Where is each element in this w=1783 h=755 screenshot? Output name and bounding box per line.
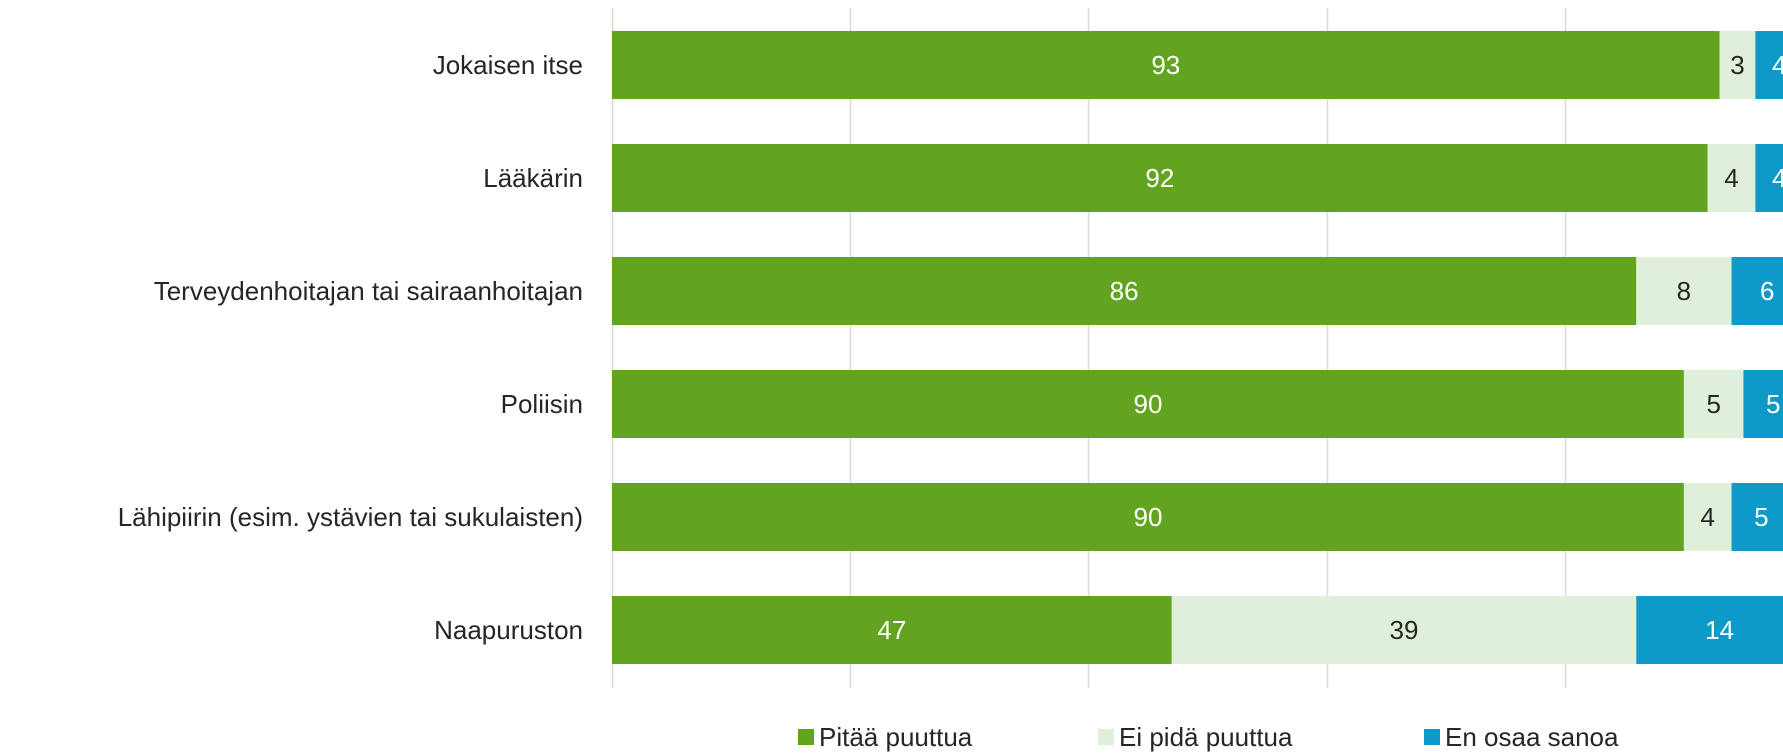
legend-label: Ei pidä puuttua xyxy=(1119,722,1293,752)
category-labels: Jokaisen itse Lääkärin Terveydenhoitajan t… xyxy=(118,50,583,645)
bar-segment xyxy=(1755,31,1783,99)
bar-segment xyxy=(1743,370,1783,438)
data-label: 5 xyxy=(1754,502,1768,532)
bar-segment xyxy=(1636,596,1783,664)
bar-segment xyxy=(1707,144,1756,212)
data-label: 4 xyxy=(1724,163,1738,193)
data-label: 93 xyxy=(1151,50,1180,80)
bars: 93 3 492 4 486 8 690 5 590 4 547 39 14 xyxy=(612,31,1783,664)
category-label: Lääkärin xyxy=(483,163,583,193)
legend-swatch xyxy=(798,729,814,745)
data-label: 86 xyxy=(1110,276,1139,306)
data-label: 39 xyxy=(1390,615,1419,645)
bar-segment xyxy=(612,144,1708,212)
data-label: 5 xyxy=(1766,389,1780,419)
bar-segment xyxy=(1731,483,1783,551)
bar-segment xyxy=(612,257,1637,325)
data-label: 4 xyxy=(1772,163,1783,193)
data-label: 47 xyxy=(877,615,906,645)
data-label: 5 xyxy=(1706,389,1720,419)
data-label: 90 xyxy=(1133,389,1162,419)
bar-segment xyxy=(1719,31,1756,99)
gridlines xyxy=(611,8,1567,688)
data-label: 4 xyxy=(1772,50,1783,80)
legend: Pitää puuttua Ei pidä puuttua En osaa sano… xyxy=(798,722,1619,752)
data-label: 92 xyxy=(1145,163,1174,193)
bar-segment xyxy=(612,483,1684,551)
bar-segment xyxy=(1171,596,1637,664)
bar-segment xyxy=(1683,370,1744,438)
legend-swatch xyxy=(1098,729,1114,745)
bar-segment xyxy=(612,596,1172,664)
data-label: 14 xyxy=(1705,615,1734,645)
category-label: Lähipiirin (esim. ystävien tai sukulaist… xyxy=(118,502,583,532)
bar-segment xyxy=(1683,483,1732,551)
bar-segment xyxy=(612,370,1684,438)
legend-label: Pitää puuttua xyxy=(819,722,973,752)
data-label: 6 xyxy=(1760,276,1774,306)
bar-segment xyxy=(1731,257,1783,325)
bar-segment xyxy=(1755,144,1783,212)
data-label: 3 xyxy=(1730,50,1744,80)
data-label: 4 xyxy=(1700,502,1714,532)
data-label: 90 xyxy=(1133,502,1162,532)
category-label: Terveydenhoitajan tai sairaanhoitajan xyxy=(154,276,583,306)
category-label: Poliisin xyxy=(501,389,583,419)
category-label: Jokaisen itse xyxy=(433,50,583,80)
data-label: 8 xyxy=(1677,276,1691,306)
legend-swatch xyxy=(1424,729,1440,745)
category-label: Naapuruston xyxy=(434,615,583,645)
bar-segment xyxy=(1636,257,1732,325)
legend-label: En osaa sanoa xyxy=(1445,722,1619,752)
bar-segment xyxy=(612,31,1720,99)
